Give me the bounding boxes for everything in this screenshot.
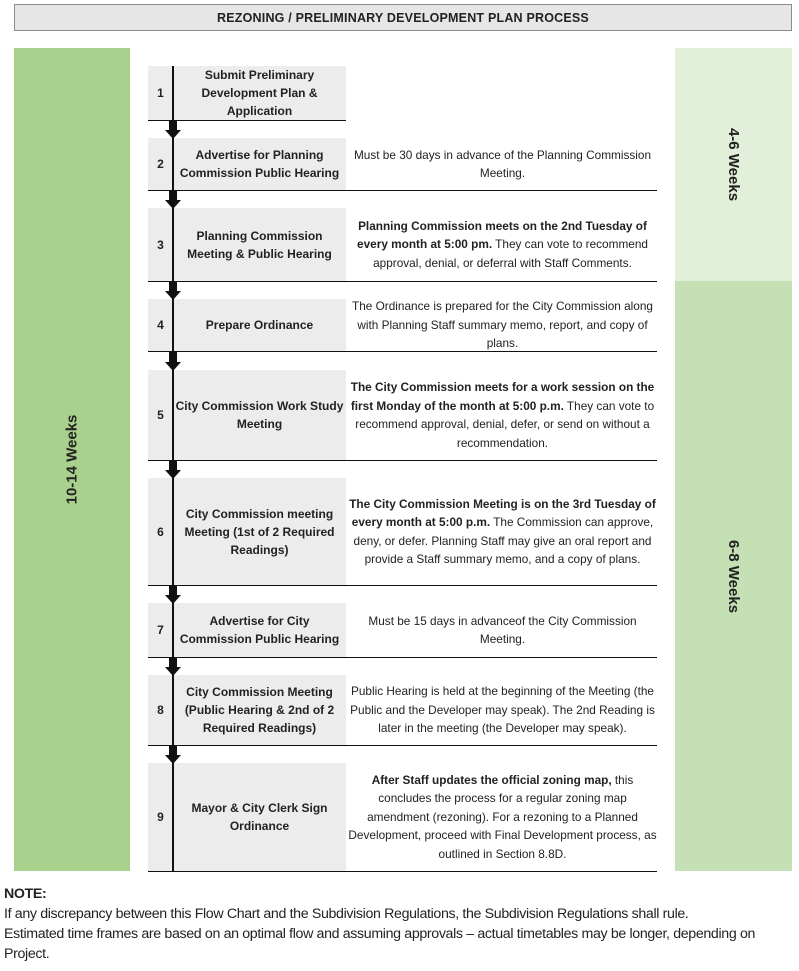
total-duration-label: 10-14 Weeks <box>63 414 81 505</box>
step-divider-line <box>172 208 174 281</box>
step-divider-line <box>172 66 174 120</box>
step-row: 8 City Commission Meeting (Public Hearin… <box>148 675 657 745</box>
note-section: NOTE: If any discrepancy between this Fl… <box>4 884 799 964</box>
step-name: City Commission meeting Meeting (1st of … <box>173 478 346 585</box>
flow-arrow-shaft <box>169 281 177 291</box>
step-name: Advertise for Planning Commission Public… <box>173 138 346 190</box>
phase-duration-label-2: 6-8 Weeks <box>724 539 742 613</box>
step-row: 1 Submit Preliminary Development Plan & … <box>148 66 657 120</box>
phase-duration-bar-1: 4-6 Weeks <box>675 48 792 281</box>
step-description-text: The Commission can approve, deny, or def… <box>353 515 654 566</box>
arrow-down-icon <box>165 130 181 139</box>
flow-arrow-shaft <box>169 745 177 755</box>
step-name: Planning Commission Meeting & Public Hea… <box>173 208 346 281</box>
arrow-down-icon <box>165 200 181 209</box>
step-description: Must be 30 days in advance of the Planni… <box>348 138 657 190</box>
step-description: The Ordinance is prepared for the City C… <box>348 299 657 351</box>
step-description: After Staff updates the official zoning … <box>348 763 657 871</box>
step-name: Mayor & City Clerk Sign Ordinance <box>173 763 346 871</box>
step-number: 9 <box>148 763 173 871</box>
step-name: City Commission Meeting (Public Hearing … <box>173 675 346 745</box>
row-separator <box>148 190 657 191</box>
flow-arrow-shaft <box>169 460 177 470</box>
step-description-bold: The City Commission meets for a work ses… <box>350 380 655 413</box>
row-separator <box>148 745 657 746</box>
flow-arrow-shaft <box>169 351 177 362</box>
step-name: Submit Preliminary Development Plan & Ap… <box>173 66 346 120</box>
step-divider-line <box>172 299 174 351</box>
row-separator <box>148 657 657 658</box>
step-row: 3 Planning Commission Meeting & Public H… <box>148 208 657 281</box>
step-description: Planning Commission meets on the 2nd Tue… <box>348 208 657 281</box>
step-description-text: They can vote to recommend approval, den… <box>373 237 648 270</box>
note-line-1: If any discrepancy between this Flow Cha… <box>4 906 689 922</box>
row-separator <box>148 871 657 872</box>
step-number: 7 <box>148 603 173 657</box>
step-name: Advertise for City Commission Public Hea… <box>173 603 346 657</box>
step-description-bold: After Staff updates the official zoning … <box>371 772 612 787</box>
flow-arrow-shaft <box>169 585 177 595</box>
flow-arrow-shaft <box>169 190 177 200</box>
step-number: 4 <box>148 299 173 351</box>
total-duration-bar: 10-14 Weeks <box>14 48 130 871</box>
step-divider-line <box>172 478 174 585</box>
page-title: REZONING / PRELIMINARY DEVELOPMENT PLAN … <box>14 4 792 31</box>
step-description-text: this concludes the process for a regular… <box>348 772 657 861</box>
step-description-text: Must be 15 days in advanceof the City Co… <box>368 613 637 647</box>
step-divider-line <box>172 675 174 745</box>
arrow-down-icon <box>165 667 181 676</box>
arrow-down-icon <box>165 362 181 371</box>
step-description: The City Commission Meeting is on the 3r… <box>348 478 657 585</box>
step-number: 1 <box>148 66 173 120</box>
row-separator <box>148 460 657 461</box>
flow-arrow-shaft <box>169 657 177 667</box>
step-divider-line <box>172 763 174 871</box>
step-description-bold: The City Commission Meeting is on the 3r… <box>349 496 656 530</box>
step-description: Public Hearing is held at the beginning … <box>348 675 657 745</box>
step-description <box>348 66 657 120</box>
step-row: 9 Mayor & City Clerk Sign Ordinance Afte… <box>148 763 657 871</box>
step-divider-line <box>172 603 174 657</box>
step-divider-line <box>172 138 174 190</box>
step-row: 5 City Commission Work Study Meeting The… <box>148 370 657 460</box>
phase-duration-bar-2: 6-8 Weeks <box>675 281 792 871</box>
row-separator <box>148 351 657 352</box>
arrow-down-icon <box>165 595 181 604</box>
step-row: 7 Advertise for City Commission Public H… <box>148 603 657 657</box>
step-divider-line <box>172 370 174 460</box>
step-number: 3 <box>148 208 173 281</box>
step-row: 6 City Commission meeting Meeting (1st o… <box>148 478 657 585</box>
step-description: The City Commission meets for a work ses… <box>348 370 657 460</box>
row-separator <box>148 120 346 121</box>
step-number: 2 <box>148 138 173 190</box>
step-number: 5 <box>148 370 173 460</box>
step-name: Prepare Ordinance <box>173 299 346 351</box>
step-row: 2 Advertise for Planning Commission Publ… <box>148 138 657 190</box>
step-row: 4 Prepare Ordinance The Ordinance is pre… <box>148 299 657 351</box>
step-description-text: Must be 30 days in advance of the Planni… <box>353 147 652 181</box>
row-separator <box>148 281 657 282</box>
note-heading: NOTE: <box>4 886 47 902</box>
step-name: City Commission Work Study Meeting <box>173 370 346 460</box>
step-number: 8 <box>148 675 173 745</box>
step-description-text: Public Hearing is held at the beginning … <box>350 684 655 736</box>
step-description-bold: Planning Commission meets on the 2nd Tue… <box>357 218 647 252</box>
phase-duration-label-1: 4-6 Weeks <box>724 127 742 202</box>
step-description-text: They can vote to recommend approval, den… <box>355 398 655 450</box>
arrow-down-icon <box>165 755 181 764</box>
flow-arrow-shaft <box>169 120 177 130</box>
row-separator <box>148 585 657 586</box>
step-number: 6 <box>148 478 173 585</box>
step-description: Must be 15 days in advanceof the City Co… <box>348 603 657 657</box>
note-line-2: Estimated time frames are based on an op… <box>4 926 756 962</box>
arrow-down-icon <box>165 291 181 300</box>
arrow-down-icon <box>165 470 181 479</box>
step-description-text: The Ordinance is prepared for the City C… <box>352 299 653 351</box>
